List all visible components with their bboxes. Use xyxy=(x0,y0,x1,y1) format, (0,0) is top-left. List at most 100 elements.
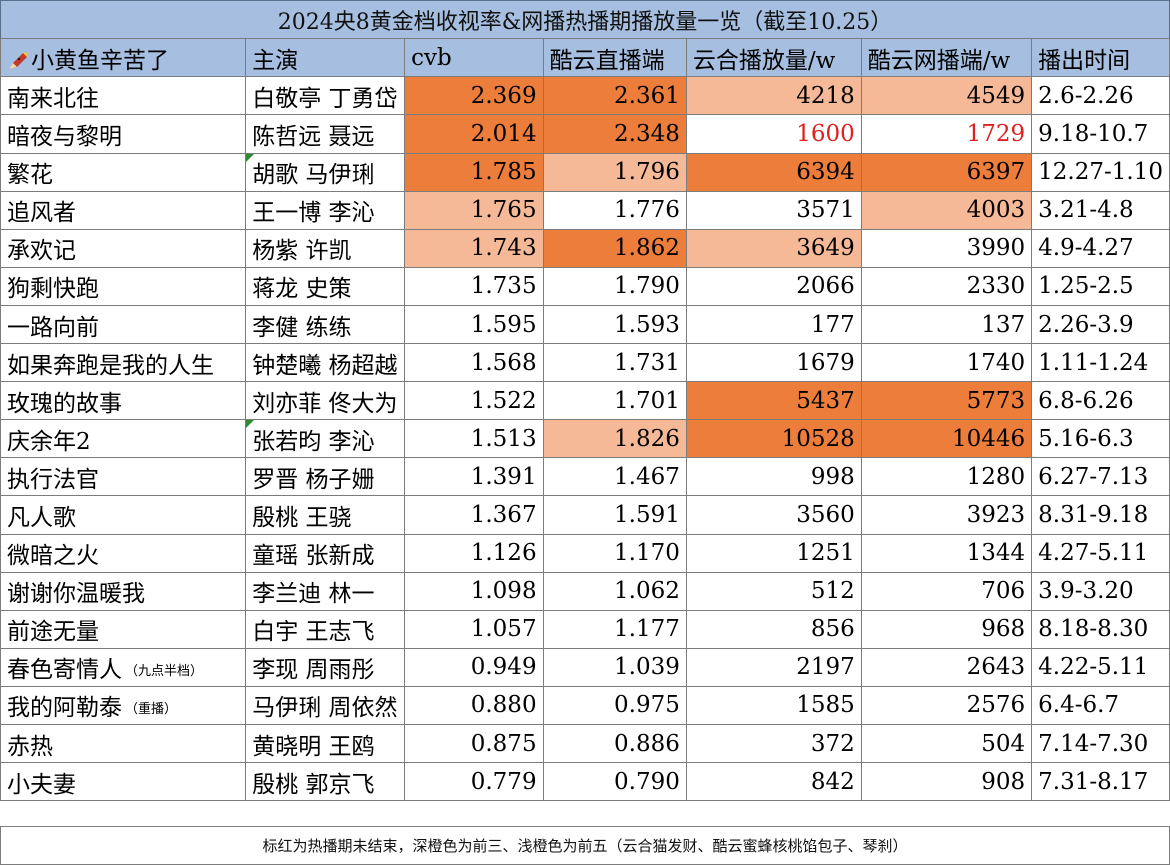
header-period: 播出时间 xyxy=(1031,37,1170,78)
cvb-cell: 1.765 xyxy=(404,190,544,230)
cast-names: 李健 练练 xyxy=(252,314,352,341)
table-row: 我的阿勒泰 （重播） 马伊琍 周依然 0.880 0.975 1585 2576 6.4-6.… xyxy=(0,685,1170,725)
kuyun-web-cell: 3990 xyxy=(860,228,1033,268)
table-row: 谢谢你温暖我 李兰迪 林一 1.098 1.062 512 706 3.9-3.20 xyxy=(0,571,1170,611)
table-row: 一路向前 李健 练练 1.595 1.593 177 137 2.26-3.9 xyxy=(0,304,1170,345)
drama-title: 我的阿勒泰 xyxy=(7,695,122,722)
table-row: 前途无量 白宇 王志飞 1.057 1.177 856 968 8.18-8.30 xyxy=(0,609,1170,649)
cast-cell: 殷桃 郭京飞 xyxy=(245,762,406,802)
cvb-cell: 1.595 xyxy=(404,304,544,345)
cvb-cell: 1.743 xyxy=(404,228,544,268)
yunhe-cell: 3571 xyxy=(685,190,862,230)
period-cell: 1.25-2.5 xyxy=(1031,266,1170,306)
cvb-cell: 0.949 xyxy=(404,647,544,687)
period-cell: 2.6-2.26 xyxy=(1031,76,1170,116)
yunhe-cell: 177 xyxy=(685,304,862,345)
cast-cell: 童瑶 张新成 xyxy=(245,533,406,573)
drama-title: 凡人歌 xyxy=(7,504,76,531)
kuyun-live-cell: 0.886 xyxy=(542,723,687,764)
cvb-cell: 1.785 xyxy=(404,152,544,192)
header-author-label: 小黄鱼辛苦了 xyxy=(31,47,169,74)
kuyun-live-cell: 1.790 xyxy=(542,266,687,306)
drama-title: 赤热 xyxy=(7,733,53,760)
kuyun-web-cell: 10446 xyxy=(860,419,1033,459)
drama-title-cell: 微暗之火 xyxy=(0,533,247,573)
cast-names: 李兰迪 林一 xyxy=(252,581,375,608)
yunhe-cell: 10528 xyxy=(685,419,862,459)
cast-cell: 李现 周雨彤 xyxy=(245,647,406,687)
drama-title-cell: 庆余年2 xyxy=(0,419,247,459)
drama-title-cell: 繁花 xyxy=(0,152,247,192)
kuyun-live-cell: 0.790 xyxy=(542,762,687,802)
cast-cell: 白敬亭 丁勇岱 xyxy=(245,76,406,116)
table-row: 玫瑰的故事 刘亦菲 佟大为 1.522 1.701 5437 5773 6.8-6.26 xyxy=(0,381,1170,421)
drama-title-cell: 承欢记 xyxy=(0,228,247,268)
header-cast: 主演 xyxy=(245,37,406,78)
yunhe-cell: 2197 xyxy=(685,647,862,687)
drama-title-cell: 执行法官 xyxy=(0,457,247,497)
kuyun-web-cell: 2576 xyxy=(860,685,1033,725)
cvb-cell: 0.779 xyxy=(404,762,544,802)
cvb-cell: 1.568 xyxy=(404,343,544,383)
period-cell: 6.8-6.26 xyxy=(1031,381,1170,421)
yunhe-cell: 998 xyxy=(685,457,862,497)
ratings-table: 小黄鱼辛苦了 主演 cvb 酷云直播端 云合播放量/w 酷云网播端/w 播出时间… xyxy=(0,37,1170,802)
kuyun-web-cell: 3923 xyxy=(860,495,1033,535)
table-row: 凡人歌 殷桃 王骁 1.367 1.591 3560 3923 8.31-9.18 xyxy=(0,495,1170,535)
kuyun-live-cell: 1.170 xyxy=(542,533,687,573)
kuyun-live-cell: 2.361 xyxy=(542,76,687,116)
kuyun-live-cell: 1.701 xyxy=(542,381,687,421)
yunhe-cell: 6394 xyxy=(685,152,862,192)
drama-title: 追风者 xyxy=(7,200,76,227)
kuyun-live-cell: 2.348 xyxy=(542,114,687,154)
drama-title: 繁花 xyxy=(7,162,53,189)
kuyun-web-cell: 4549 xyxy=(860,76,1033,116)
cast-names: 白宇 王志飞 xyxy=(252,619,375,646)
period-cell: 12.27-1.10 xyxy=(1031,152,1170,192)
cast-names: 王一博 李沁 xyxy=(252,200,375,227)
pencil-fish-icon xyxy=(9,51,28,69)
header-kuyun-web: 酷云网播端/w xyxy=(860,37,1033,78)
cast-cell: 钟楚曦 杨超越 xyxy=(245,343,406,383)
yunhe-cell: 2066 xyxy=(685,266,862,306)
kuyun-live-cell: 1.796 xyxy=(542,152,687,192)
cast-names: 殷桃 郭京飞 xyxy=(252,771,375,798)
kuyun-web-cell: 4003 xyxy=(860,190,1033,230)
period-cell: 8.18-8.30 xyxy=(1031,609,1170,649)
drama-title: 狗剩快跑 xyxy=(7,276,99,303)
drama-title-cell: 玫瑰的故事 xyxy=(0,381,247,421)
period-cell: 3.21-4.8 xyxy=(1031,190,1170,230)
period-cell: 6.4-6.7 xyxy=(1031,685,1170,725)
yunhe-cell: 1679 xyxy=(685,343,862,383)
drama-title-cell: 春色寄情人 （九点半档） xyxy=(0,647,247,687)
yunhe-cell: 1585 xyxy=(685,685,862,725)
cvb-cell: 1.735 xyxy=(404,266,544,306)
period-cell: 6.27-7.13 xyxy=(1031,457,1170,497)
cast-names: 刘亦菲 佟大为 xyxy=(252,390,398,417)
cast-names: 马伊琍 周依然 xyxy=(252,695,398,722)
cvb-cell: 1.057 xyxy=(404,609,544,649)
table-row: 狗剩快跑 蒋龙 史策 1.735 1.790 2066 2330 1.25-2.5 xyxy=(0,266,1170,306)
cvb-cell: 1.513 xyxy=(404,419,544,459)
yunhe-cell: 856 xyxy=(685,609,862,649)
drama-note: （九点半档） xyxy=(125,664,204,680)
cvb-cell: 1.098 xyxy=(404,571,544,611)
cast-names: 李现 周雨彤 xyxy=(252,657,375,684)
footer-note: 标红为热播期未结束，深橙色为前三、浅橙色为前五（云合猫发财、酷云蜜蜂核桃馅包子、… xyxy=(0,826,1170,865)
kuyun-live-cell: 1.776 xyxy=(542,190,687,230)
cast-cell: 王一博 李沁 xyxy=(245,190,406,230)
drama-title: 玫瑰的故事 xyxy=(7,390,122,417)
drama-title: 庆余年2 xyxy=(7,428,91,455)
yunhe-cell: 5437 xyxy=(685,381,862,421)
table-row: 微暗之火 童瑶 张新成 1.126 1.170 1251 1344 4.27-5.11 xyxy=(0,533,1170,573)
drama-title: 前途无量 xyxy=(7,619,99,646)
kuyun-web-cell: 137 xyxy=(860,304,1033,345)
table-title: 2024央8黄金档收视率&网播热播期播放量一览（截至10.25） xyxy=(0,0,1170,39)
period-cell: 4.27-5.11 xyxy=(1031,533,1170,573)
period-cell: 8.31-9.18 xyxy=(1031,495,1170,535)
kuyun-live-cell: 1.593 xyxy=(542,304,687,345)
cast-cell: 胡歌 马伊琍 xyxy=(245,152,406,192)
header-author: 小黄鱼辛苦了 xyxy=(0,37,247,78)
drama-title: 微暗之火 xyxy=(7,543,99,570)
table-row: 追风者 王一博 李沁 1.765 1.776 3571 4003 3.21-4.8 xyxy=(0,190,1170,230)
